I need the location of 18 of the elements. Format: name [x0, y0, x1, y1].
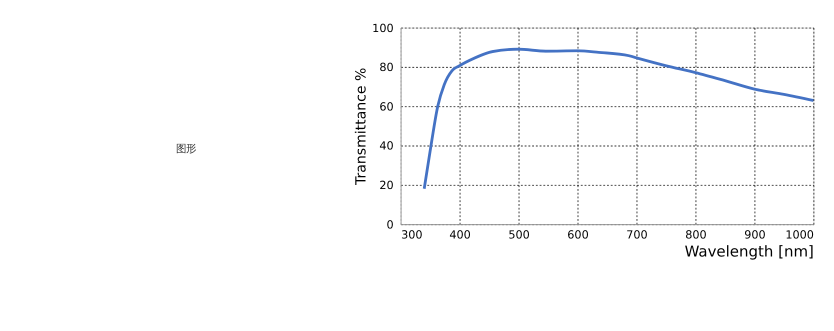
x-tick-label: 1000 — [785, 228, 814, 242]
x-tick-label: 800 — [685, 228, 707, 242]
y-tick-label: 20 — [379, 179, 394, 192]
y-tick-label: 0 — [386, 218, 394, 232]
y-axis-title: Transmittance % — [354, 68, 370, 186]
x-axis-title: Wavelength [nm] — [684, 242, 814, 260]
line-series — [422, 48, 815, 190]
x-tick-label: 700 — [626, 228, 648, 242]
x-tick-label: 600 — [567, 228, 589, 242]
y-tick-label: 60 — [379, 100, 394, 114]
y-tick-label: 40 — [379, 140, 394, 153]
y-tick-label: 100 — [372, 22, 394, 35]
x-tick-label: 400 — [449, 228, 471, 242]
text: 图形 — [176, 143, 196, 156]
x-tick-label: 900 — [744, 228, 766, 242]
x-tick-label: 300 — [401, 228, 423, 242]
x-tick-label: 500 — [508, 228, 530, 242]
y-tick-label: 80 — [379, 61, 394, 74]
